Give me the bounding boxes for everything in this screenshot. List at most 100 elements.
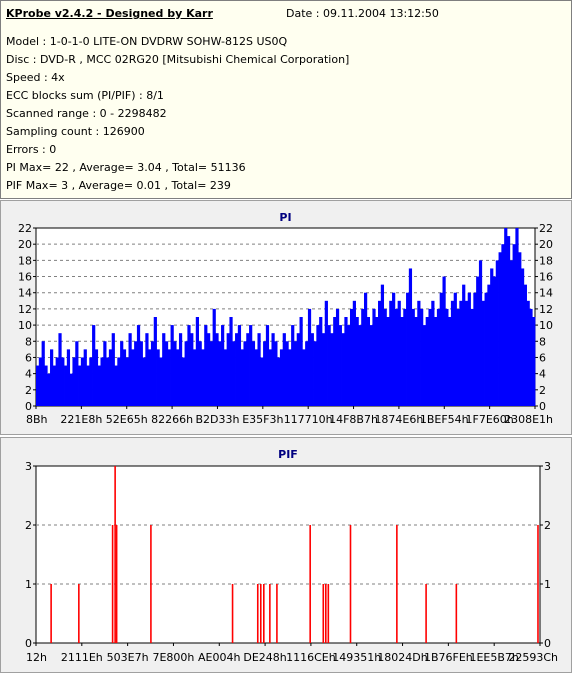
pif-chart: PIF 0 0 1 1 2 2 3 3 12h 2111Eh 503E7h 7E800h AE004h DE… — [25, 448, 558, 664]
pi-bar — [114, 365, 118, 406]
pi-bar — [274, 341, 278, 406]
pi-bar — [36, 365, 40, 406]
y-tick-label-left: 10 — [18, 319, 32, 332]
y-tick-label-left: 16 — [18, 271, 32, 284]
x-tick-label: 2111Eh — [61, 651, 103, 664]
pi-bar — [190, 333, 194, 406]
pi-bar — [237, 325, 242, 406]
pi-bar — [347, 325, 351, 406]
pi-bar — [310, 333, 314, 406]
app-title: KProbe v2.4.2 - Designed by Karr — [6, 7, 213, 20]
y-tick-label-right: 1 — [544, 578, 551, 591]
pi-bar — [338, 325, 342, 406]
x-tick-label: 18024Dh — [377, 651, 427, 664]
x-tick-label: 149351h — [332, 651, 381, 664]
pi-bar — [257, 333, 261, 406]
pi-bar — [501, 244, 505, 406]
pi-bar — [156, 349, 160, 406]
info-ecc-blocks: ECC blocks sum (PI/PIF) : 8/1 — [6, 89, 164, 102]
pi-bar — [526, 300, 530, 406]
y-tick-label-right: 8 — [539, 335, 546, 348]
pi-bar — [170, 325, 174, 406]
pi-bar — [439, 292, 443, 406]
x-tick-label: 7E800h — [152, 651, 194, 664]
pi-bar — [229, 317, 233, 406]
pi-bar — [355, 317, 359, 406]
y-tick-label-left: 2 — [25, 384, 32, 397]
pi-bar — [445, 308, 449, 406]
pi-bar — [108, 349, 113, 406]
pi-bar — [254, 349, 258, 406]
pi-bar — [453, 292, 457, 406]
pi-bar — [288, 349, 292, 406]
pi-bar — [316, 325, 320, 406]
x-tick-label: B2D33h — [195, 413, 239, 426]
pi-bar — [150, 341, 155, 406]
pi-bar — [103, 341, 107, 406]
y-tick-label-left: 22 — [18, 222, 32, 235]
pi-bar — [125, 357, 129, 406]
y-tick-label-left: 2 — [25, 519, 32, 532]
pi-bar — [459, 300, 463, 406]
pi-bar — [481, 300, 485, 406]
pi-bar — [251, 341, 256, 406]
pi-bar — [52, 365, 57, 406]
pi-bar — [215, 333, 219, 406]
pi-bar — [529, 308, 533, 406]
pi-bar — [100, 357, 104, 406]
pi-bar — [313, 341, 317, 406]
y-tick-label-left: 0 — [25, 400, 32, 413]
pi-chart-panel: PI 0 0 2 2 4 4 6 6 8 8 10 10 12 12 14 14 16 16 18 18 20 20 22 22… — [0, 200, 572, 435]
pi-bar — [293, 341, 298, 406]
x-tick-label: 8Bh — [26, 413, 48, 426]
pi-bar — [512, 244, 516, 406]
y-tick-label-right: 6 — [539, 351, 546, 364]
pi-bar — [271, 333, 275, 406]
pi-bar — [341, 333, 345, 406]
y-tick-label-right: 22 — [539, 222, 553, 235]
pi-bar — [243, 341, 247, 406]
pi-bar — [358, 325, 362, 406]
pi-bar — [450, 300, 455, 406]
pi-bar — [94, 349, 99, 406]
x-tick-label: 1B76FEh — [424, 651, 473, 664]
pi-bar — [378, 300, 382, 406]
pi-bar — [232, 341, 236, 406]
x-tick-label: E35F3h — [242, 413, 283, 426]
pi-bar — [321, 333, 326, 406]
pi-bar — [515, 228, 519, 406]
x-tick-label: 2308E1h — [504, 413, 553, 426]
x-tick-label: AE004h — [198, 651, 240, 664]
pi-bar — [268, 349, 272, 406]
x-tick-label: 22593Ch — [508, 651, 558, 664]
chart-title: PI — [279, 211, 291, 224]
pi-bar — [476, 276, 480, 406]
pi-bar — [198, 341, 202, 406]
info-pi-stats: PI Max= 22 , Average= 3.04 , Total= 5113… — [6, 161, 246, 174]
pi-bar — [148, 349, 152, 406]
pi-bar — [86, 365, 90, 406]
pi-bar — [383, 308, 387, 406]
x-tick-label: 117710h — [284, 413, 333, 426]
pi-bar — [145, 333, 149, 406]
pi-bar — [417, 300, 421, 406]
y-tick-label-right: 16 — [539, 271, 553, 284]
pi-bar — [324, 300, 328, 406]
x-tick-label: 12h — [26, 651, 47, 664]
scan-date: Date : 09.11.2004 13:12:50 — [286, 7, 439, 20]
pi-bar — [434, 317, 438, 406]
y-tick-label-right: 2 — [544, 519, 551, 532]
pi-bar — [400, 317, 404, 406]
y-tick-label-left: 8 — [25, 335, 32, 348]
pi-bar — [240, 349, 244, 406]
x-tick-label: 1BEF54h — [420, 413, 469, 426]
pi-bar — [97, 365, 101, 406]
pi-bar — [333, 317, 337, 406]
pi-bar — [139, 341, 143, 406]
pi-bar — [302, 349, 306, 406]
pi-bar — [422, 325, 427, 406]
pi-bar — [296, 333, 300, 406]
pi-bar — [128, 333, 132, 406]
pi-bar — [41, 341, 45, 406]
